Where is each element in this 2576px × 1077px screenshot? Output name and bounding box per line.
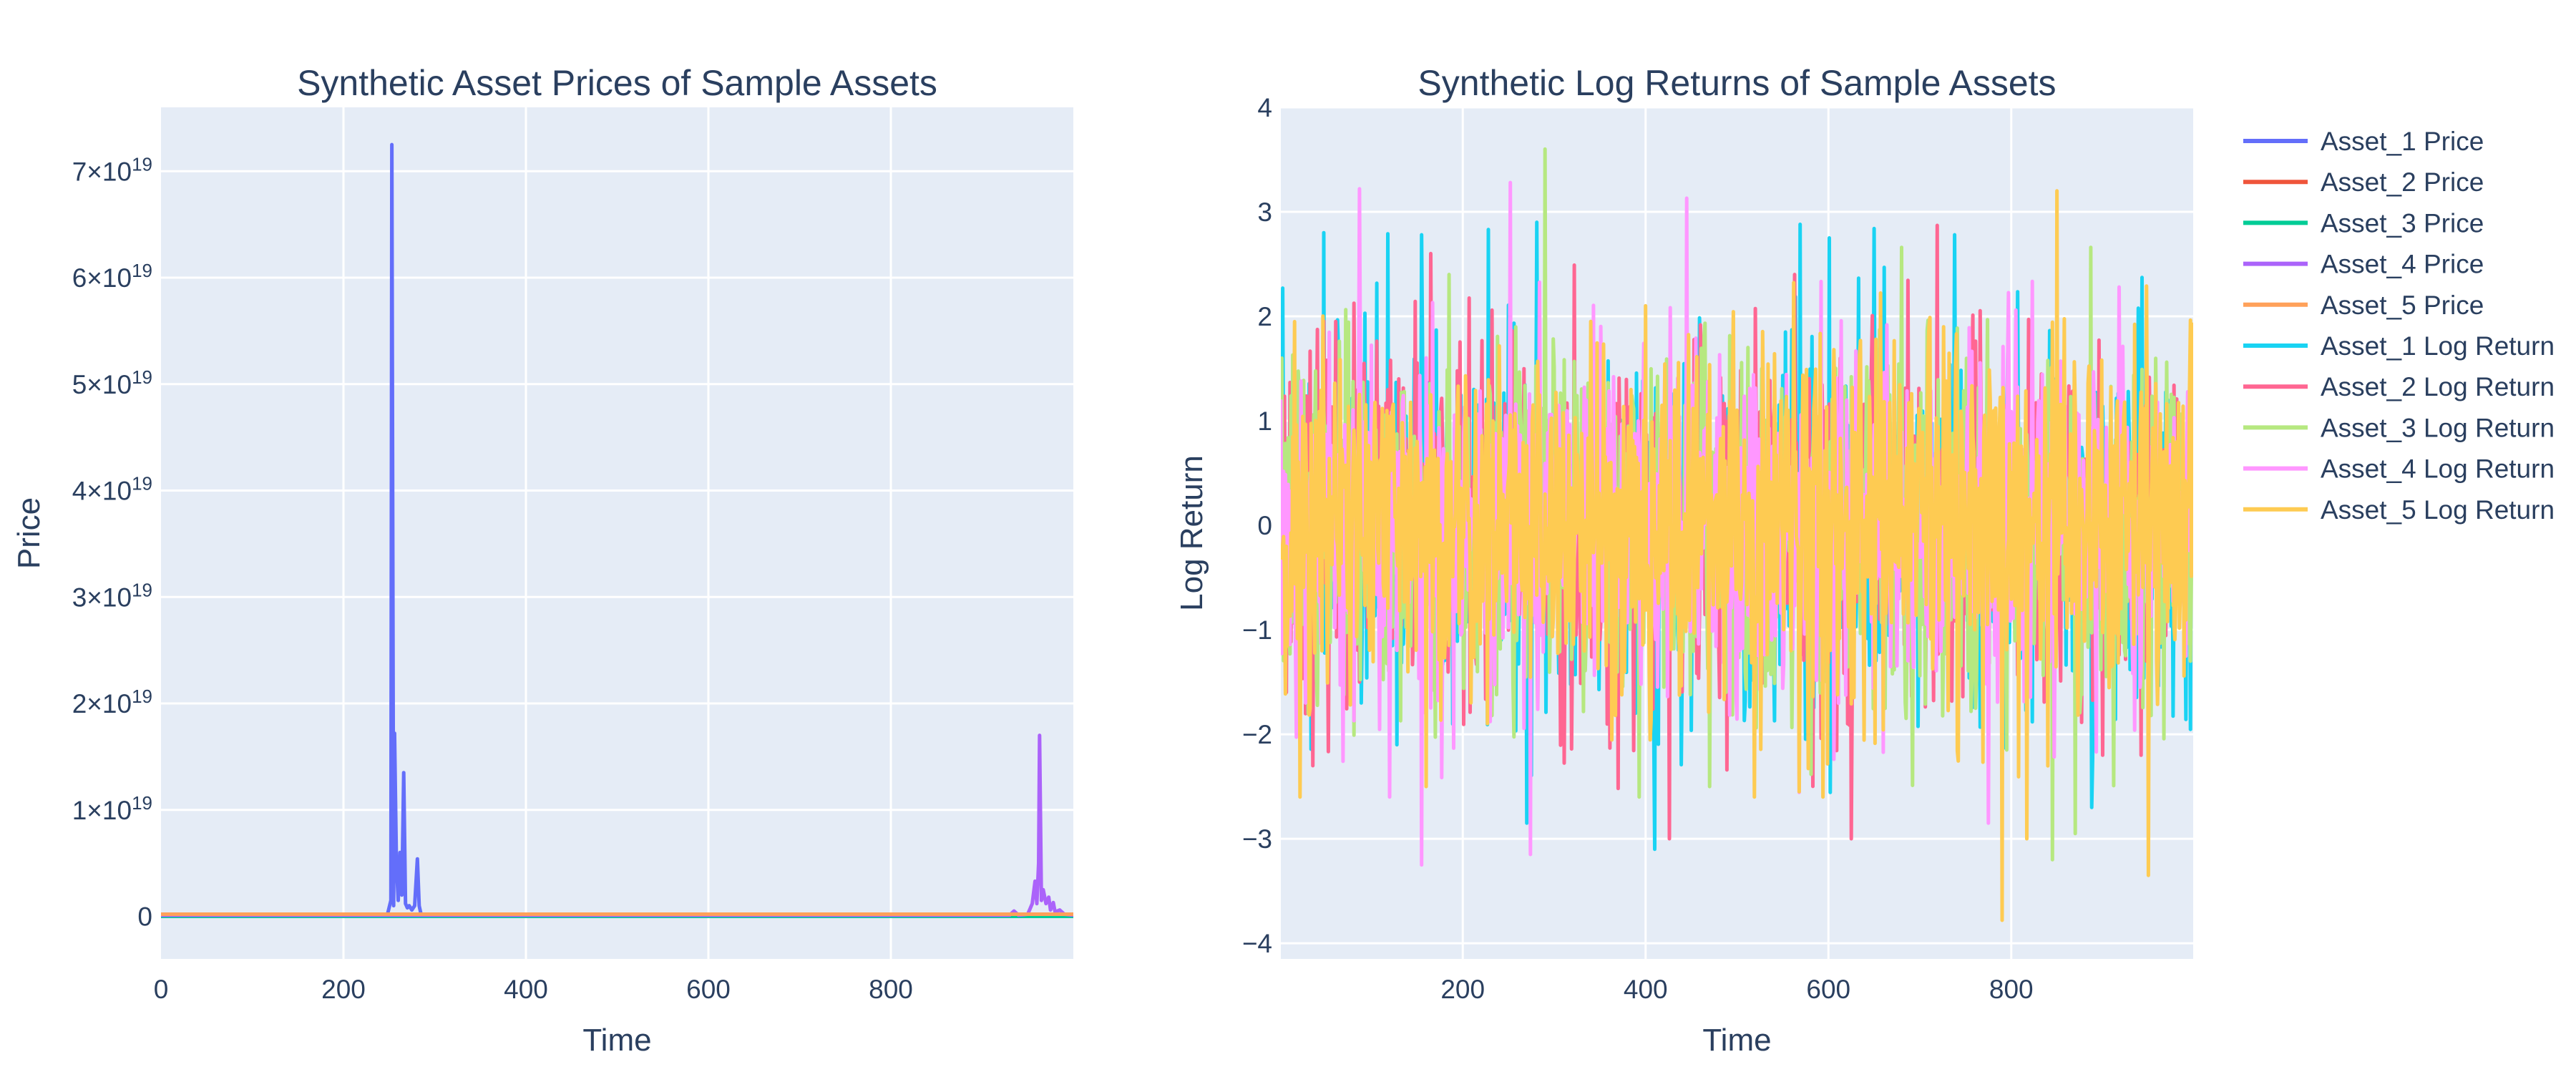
y-tick-label: 5×1019 — [72, 366, 152, 399]
y-axis-title: Price — [11, 497, 47, 569]
legend-item-asset-2-price[interactable]: Asset_2 Price — [2243, 167, 2484, 197]
legend-label: Asset_5 Log Return — [2321, 495, 2555, 525]
legend-label: Asset_4 Log Return — [2321, 454, 2555, 484]
x-tick-label: 800 — [869, 975, 913, 1004]
chart-title: Synthetic Asset Prices of Sample Assets — [297, 63, 937, 103]
x-tick-label: 600 — [1806, 975, 1850, 1004]
legend-label: Asset_2 Log Return — [2321, 372, 2555, 401]
legend[interactable]: Asset_1 Price Asset_2 Price Asset_3 Price A… — [2243, 127, 2555, 525]
y-tick-label: −2 — [1242, 720, 1272, 749]
y-axis-title: Log Return — [1174, 455, 1209, 611]
series-group — [161, 142, 1073, 918]
legend-item-asset-1-log-return[interactable]: Asset_1 Log Return — [2243, 331, 2555, 361]
chart-title: Synthetic Log Returns of Sample Assets — [1418, 63, 2056, 103]
y-tick-label: 2 — [1257, 302, 1272, 331]
y-tick-label: 3 — [1257, 198, 1272, 227]
plot-area — [161, 107, 1073, 959]
x-tick-label: 400 — [1624, 975, 1668, 1004]
legend-item-asset-3-price[interactable]: Asset_3 Price — [2243, 208, 2484, 238]
y-tick-label: 6×1019 — [72, 260, 152, 293]
series-line-asset-5-log-return — [1281, 189, 2193, 922]
y-tick-label: −4 — [1242, 929, 1272, 958]
y-tick-label: 1×1019 — [72, 792, 152, 825]
x-tick-label: 0 — [154, 975, 169, 1004]
y-tick-label: 0 — [1257, 511, 1272, 540]
legend-label: Asset_1 Price — [2321, 127, 2484, 156]
legend-label: Asset_2 Price — [2321, 167, 2484, 197]
legend-label: Asset_5 Price — [2321, 291, 2484, 320]
legend-label: Asset_3 Price — [2321, 208, 2484, 238]
legend-item-asset-4-log-return[interactable]: Asset_4 Log Return — [2243, 454, 2555, 484]
log-return-chart-panel: 200 400 600 800 −4 −3 −2 −1 0 1 2 3 4 Synthetic Log R… — [1174, 63, 2193, 1058]
legend-label: Asset_4 Price — [2321, 250, 2484, 279]
y-tick-label: 1 — [1257, 406, 1272, 436]
legend-label: Asset_3 Log Return — [2321, 413, 2555, 442]
legend-item-asset-5-price[interactable]: Asset_5 Price — [2243, 291, 2484, 320]
x-axis-title: Time — [1702, 1023, 1771, 1058]
y-tick-label: 4×1019 — [72, 473, 152, 506]
x-tick-label: 400 — [504, 975, 548, 1004]
x-tick-label: 200 — [321, 975, 366, 1004]
legend-label: Asset_1 Log Return — [2321, 331, 2555, 361]
legend-item-asset-2-log-return[interactable]: Asset_2 Log Return — [2243, 372, 2555, 401]
y-tick-label: 2×1019 — [72, 686, 152, 718]
legend-item-asset-5-log-return[interactable]: Asset_5 Log Return — [2243, 495, 2555, 525]
series-line-asset-1-price — [161, 142, 1073, 917]
x-tick-label: 600 — [686, 975, 731, 1004]
price-chart-panel: 0 200 400 600 800 0 1×1019 2×1019 3×1019 4×1019 5×… — [11, 63, 1073, 1058]
legend-item-asset-4-price[interactable]: Asset_4 Price — [2243, 250, 2484, 279]
series-group — [1281, 147, 2193, 922]
x-tick-label: 200 — [1440, 975, 1485, 1004]
y-tick-label: 4 — [1257, 93, 1272, 122]
y-tick-label: −1 — [1242, 615, 1272, 645]
legend-item-asset-1-price[interactable]: Asset_1 Price — [2243, 127, 2484, 156]
x-axis-title: Time — [582, 1023, 651, 1058]
y-tick-label: 0 — [137, 902, 152, 932]
y-tick-label: −3 — [1242, 824, 1272, 854]
y-tick-label: 7×1019 — [72, 153, 152, 186]
x-tick-label: 800 — [1989, 975, 2034, 1004]
legend-item-asset-3-log-return[interactable]: Asset_3 Log Return — [2243, 413, 2555, 442]
y-tick-label: 3×1019 — [72, 579, 152, 612]
